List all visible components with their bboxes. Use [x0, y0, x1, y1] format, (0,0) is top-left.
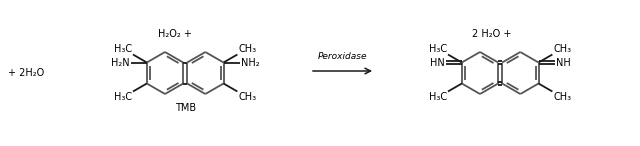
- Text: H₃C: H₃C: [429, 44, 447, 53]
- Text: TMB: TMB: [175, 103, 196, 113]
- Text: CH₃: CH₃: [554, 93, 572, 102]
- Text: H₃C: H₃C: [114, 93, 132, 102]
- Text: H₃C: H₃C: [114, 44, 132, 53]
- Text: 2 H₂O +: 2 H₂O +: [472, 29, 512, 39]
- Text: NH₂: NH₂: [241, 58, 259, 67]
- Text: H₃C: H₃C: [429, 93, 447, 102]
- Text: H₂N: H₂N: [111, 58, 130, 67]
- Text: CH₃: CH₃: [238, 44, 257, 53]
- Text: + 2H₂O: + 2H₂O: [8, 68, 44, 78]
- Text: NH: NH: [556, 58, 570, 67]
- Text: H₂O₂ +: H₂O₂ +: [158, 29, 192, 39]
- Text: HN: HN: [430, 58, 445, 67]
- Text: CH₃: CH₃: [238, 93, 257, 102]
- Text: CH₃: CH₃: [554, 44, 572, 53]
- Text: Peroxidase: Peroxidase: [317, 52, 367, 61]
